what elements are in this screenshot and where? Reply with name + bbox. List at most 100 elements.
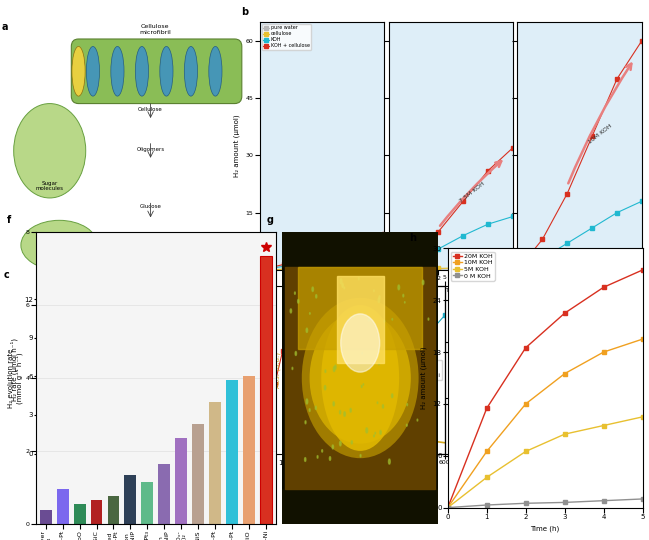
Y-axis label: H₂ rate (μmol h⁻¹): H₂ rate (μmol h⁻¹): [11, 339, 18, 401]
Ellipse shape: [72, 46, 85, 96]
Ellipse shape: [366, 428, 367, 433]
Text: Glucose: Glucose: [49, 253, 70, 258]
Text: h: h: [409, 233, 416, 242]
Ellipse shape: [341, 314, 380, 372]
Ellipse shape: [317, 456, 318, 458]
Ellipse shape: [339, 410, 341, 414]
0 M KOH: [639, 496, 646, 502]
Ellipse shape: [382, 404, 384, 408]
20M KOH: [600, 284, 607, 291]
5M KOH: [600, 422, 607, 429]
Bar: [243, 376, 254, 524]
Bar: [298, 267, 422, 349]
5M KOH: [561, 431, 569, 437]
Ellipse shape: [305, 421, 306, 424]
Ellipse shape: [335, 365, 336, 369]
Legend: pure water, cellulose, KOH, KOH + cellulose: pure water, cellulose, KOH, KOH + cellul…: [262, 24, 312, 50]
X-axis label: KOH concentration: KOH concentration: [69, 471, 135, 477]
Ellipse shape: [361, 385, 362, 388]
Ellipse shape: [21, 220, 98, 270]
Ellipse shape: [310, 312, 411, 444]
Bar: [138, 453, 146, 454]
Ellipse shape: [111, 46, 124, 96]
Ellipse shape: [368, 318, 369, 321]
Text: 7.5M KOH: 7.5M KOH: [458, 181, 485, 204]
Bar: [88, 453, 95, 454]
Text: H₂ amount (μmol): H₂ amount (μmol): [258, 342, 263, 398]
0 M KOH: [561, 499, 569, 505]
Bar: [158, 464, 170, 524]
10M KOH: [444, 504, 452, 511]
X-axis label: Time (h): Time (h): [436, 287, 465, 293]
Text: a: a: [2, 22, 8, 32]
Text: Glucose: Glucose: [140, 204, 162, 209]
Bar: [74, 504, 86, 524]
Ellipse shape: [306, 328, 308, 333]
Ellipse shape: [428, 318, 429, 320]
Ellipse shape: [358, 278, 359, 280]
Text: 5M KOH: 5M KOH: [329, 232, 352, 251]
Text: c: c: [3, 270, 9, 280]
Ellipse shape: [325, 370, 326, 373]
Text: Oligomers: Oligomers: [136, 147, 165, 152]
Bar: [175, 438, 187, 524]
Bar: [282, 489, 438, 524]
Bar: [66, 424, 73, 454]
Text: f: f: [7, 215, 11, 226]
Bar: [153, 306, 161, 454]
Y-axis label: H₂ amount (μmol): H₂ amount (μmol): [145, 339, 151, 401]
Bar: [103, 419, 110, 454]
Bar: [58, 430, 66, 454]
Ellipse shape: [309, 409, 310, 411]
Text: b: b: [241, 6, 248, 17]
10M KOH: [639, 336, 646, 342]
Y-axis label: AQY (%): AQY (%): [464, 355, 471, 384]
Ellipse shape: [315, 406, 317, 409]
Ellipse shape: [422, 280, 424, 285]
FancyBboxPatch shape: [71, 39, 242, 104]
Bar: [192, 423, 204, 524]
Bar: [337, 276, 384, 363]
Ellipse shape: [398, 285, 400, 290]
Ellipse shape: [391, 394, 393, 397]
Bar: [95, 453, 103, 454]
X-axis label: Time (h): Time (h): [221, 471, 250, 478]
Line: 5M KOH: 5M KOH: [446, 415, 644, 510]
Bar: [40, 510, 52, 524]
Ellipse shape: [344, 287, 345, 289]
10M KOH: [600, 349, 607, 355]
Ellipse shape: [379, 296, 380, 299]
Bar: [286, 267, 435, 489]
Legend: pure water, cellulose, KOH, KOH + cellulose: pure water, cellulose, KOH, KOH + cellul…: [42, 289, 89, 314]
Text: Cellulose
microfibril: Cellulose microfibril: [140, 24, 171, 35]
Ellipse shape: [290, 309, 291, 313]
Ellipse shape: [298, 300, 299, 303]
Ellipse shape: [334, 367, 335, 372]
Line: 10M KOH: 10M KOH: [446, 337, 644, 510]
5M KOH: [483, 474, 491, 481]
X-axis label: Time (h): Time (h): [360, 265, 389, 271]
Y-axis label: H₂ amount (μmol): H₂ amount (μmol): [421, 347, 427, 409]
Text: 144.67 μmol h⁻¹: 144.67 μmol h⁻¹: [330, 295, 375, 301]
Bar: [282, 232, 438, 267]
Ellipse shape: [340, 279, 342, 284]
Bar: [43, 453, 51, 454]
Ellipse shape: [184, 46, 197, 96]
Ellipse shape: [350, 408, 351, 412]
5M KOH: [639, 414, 646, 420]
Bar: [131, 453, 138, 454]
Bar: [110, 370, 117, 454]
X-axis label: Wavelength (nm): Wavelength (nm): [345, 470, 405, 477]
20M KOH: [561, 310, 569, 316]
Y-axis label: H₂ evolution rate
(mmol g⁻¹ h⁻¹): H₂ evolution rate (mmol g⁻¹ h⁻¹): [8, 348, 23, 408]
Text: 10M KOH: 10M KOH: [587, 123, 613, 145]
Ellipse shape: [321, 305, 399, 451]
Ellipse shape: [315, 295, 317, 298]
5M KOH: [522, 448, 530, 455]
X-axis label: Time (h): Time (h): [530, 525, 560, 532]
Bar: [226, 380, 238, 524]
20M KOH: [522, 345, 530, 351]
0 M KOH: [600, 497, 607, 504]
Ellipse shape: [407, 404, 408, 406]
10M KOH: [522, 401, 530, 407]
